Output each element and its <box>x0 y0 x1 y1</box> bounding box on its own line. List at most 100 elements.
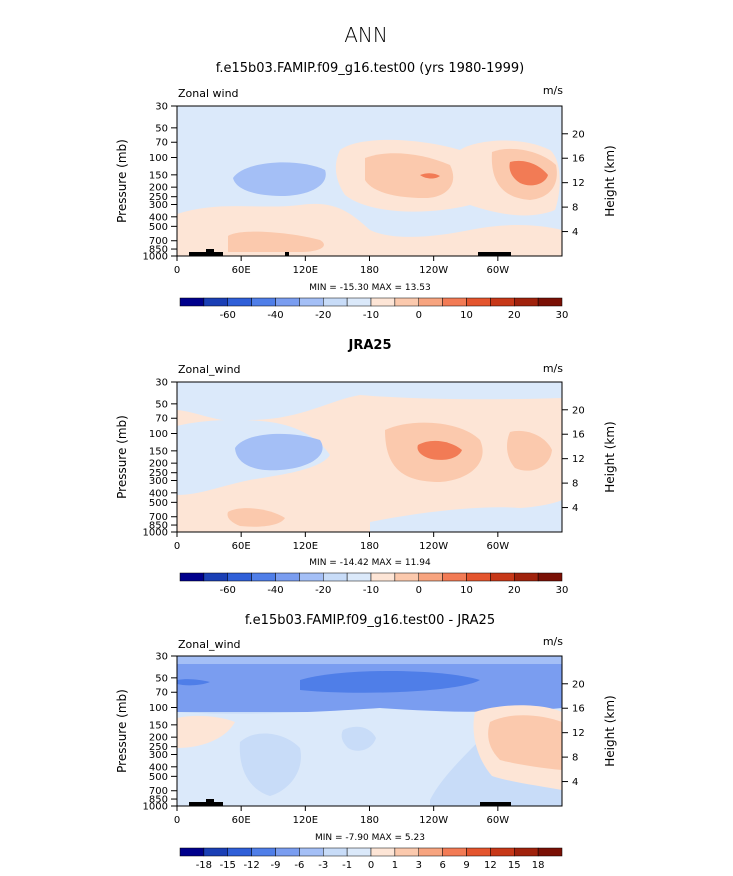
colorbar-tick-label: 3 <box>416 860 422 871</box>
colorbar-swatch <box>323 297 348 307</box>
colorbar-swatch <box>490 847 515 857</box>
y-tick-label: 50 <box>155 673 168 684</box>
colorbar-swatch <box>490 297 515 307</box>
panel-2-field <box>177 382 562 532</box>
x-tick-label: 60E <box>232 815 251 826</box>
region-top-band <box>177 656 562 664</box>
colorbar-tick-label: -12 <box>243 860 259 871</box>
colorbar-swatch <box>227 572 252 582</box>
y2-axis-label: Height (km) <box>603 695 617 766</box>
x-tick-label: 60W <box>487 265 510 276</box>
y-tick-label: 300 <box>149 200 168 211</box>
colorbar-swatch <box>537 572 563 582</box>
colorbar-swatch <box>346 572 372 582</box>
y-tick-label: 400 <box>149 488 168 499</box>
colorbar-tick-label: 10 <box>460 310 473 321</box>
colorbar-swatch <box>299 847 324 857</box>
y-axis-label: Pressure (mb) <box>115 689 129 773</box>
colorbar-swatch <box>466 297 491 307</box>
x-tick-label: 180 <box>360 541 379 552</box>
region-band-core <box>300 671 480 693</box>
region-negative-blob-2 <box>341 726 376 751</box>
colorbar-swatch <box>537 297 563 307</box>
y-tick-label: 300 <box>149 750 168 761</box>
y-tick-label: 1000 <box>143 252 168 263</box>
colorbar-swatch <box>299 297 324 307</box>
y2-tick-label: 8 <box>572 753 578 764</box>
panel-obs: JRA25 Zonal_wind m/s 3050701001502002503… <box>115 338 617 596</box>
y-tick-label: 150 <box>149 446 168 457</box>
colorbar-tick-label: 9 <box>463 860 469 871</box>
topography-andes <box>480 802 511 806</box>
colorbar-swatch <box>251 847 276 857</box>
colorbar-swatch <box>442 847 467 857</box>
y-tick-label: 1000 <box>143 802 168 813</box>
colorbar-swatch <box>346 847 372 857</box>
y-tick-label: 100 <box>149 429 168 440</box>
region-surface-negative <box>370 500 562 532</box>
colorbar-tick-label: 0 <box>416 585 422 596</box>
panel-1-left-label: Zonal wind <box>178 87 239 100</box>
panel-2-minmax: MIN = -14.42 MAX = 11.94 <box>309 558 431 568</box>
panel-3-title: f.e15b03.FAMIP.f09_g16.test00 - JRA25 <box>245 613 495 628</box>
colorbar-swatch <box>251 297 276 307</box>
colorbar-tick-label: 1 <box>392 860 398 871</box>
x-tick-label: 60W <box>487 815 510 826</box>
y-tick-label: 70 <box>155 414 168 425</box>
colorbar-swatch <box>323 572 348 582</box>
colorbar-swatch <box>370 297 396 307</box>
y-tick-label: 850 <box>149 795 168 806</box>
y-tick-label: 250 <box>149 742 168 753</box>
colorbar-swatch <box>466 847 491 857</box>
colorbar-swatch <box>251 572 276 582</box>
colorbar-tick-label: -20 <box>315 310 331 321</box>
y-tick-label: 70 <box>155 138 168 149</box>
y2-tick-label: 16 <box>572 430 585 441</box>
y-tick-label: 400 <box>149 212 168 223</box>
colorbar-tick-label: 30 <box>556 585 569 596</box>
colorbar-tick-label: -18 <box>196 860 212 871</box>
colorbar-swatch <box>418 297 443 307</box>
y-tick-label: 400 <box>149 762 168 773</box>
x-tick-label: 0 <box>174 815 180 826</box>
page-title: ANN <box>344 23 388 47</box>
colorbar-swatch <box>203 572 228 582</box>
region-surface-positive <box>228 231 324 252</box>
colorbar-swatch <box>442 297 467 307</box>
colorbar-tick-label: 10 <box>460 585 473 596</box>
colorbar-swatch <box>275 572 300 582</box>
colorbar-swatch <box>227 297 252 307</box>
topography-peak-1 <box>206 249 214 252</box>
colorbar-tick-label: -15 <box>220 860 236 871</box>
x-tick-label: 120E <box>293 541 318 552</box>
panel-3-field <box>177 656 562 806</box>
colorbar-swatch <box>514 572 539 582</box>
colorbar-tick-label: -20 <box>315 585 331 596</box>
topography-africa <box>189 252 223 256</box>
x-tick-label: 120E <box>293 815 318 826</box>
panel-1-minmax: MIN = -15.30 MAX = 13.53 <box>309 283 430 293</box>
y-tick-label: 500 <box>149 772 168 783</box>
colorbar-tick-label: 20 <box>508 585 521 596</box>
y-tick-label: 1000 <box>143 528 168 539</box>
y2-tick-label: 16 <box>572 154 585 165</box>
colorbar-swatch <box>275 847 300 857</box>
colorbar-tick-label: -1 <box>342 860 352 871</box>
colorbar-swatch <box>227 847 252 857</box>
region-jet-west-10 <box>507 430 552 471</box>
region-jet-east-core <box>420 173 440 179</box>
colorbar-swatch <box>490 572 515 582</box>
panel-3-minmax: MIN = -7.90 MAX = 5.23 <box>315 833 425 843</box>
y-tick-label: 50 <box>155 399 168 410</box>
panel-1-title: f.e15b03.FAMIP.f09_g16.test00 (yrs 1980-… <box>216 61 525 76</box>
y2-tick-label: 12 <box>572 728 585 739</box>
x-tick-label: 180 <box>360 265 379 276</box>
y-tick-label: 700 <box>149 236 168 247</box>
colorbar-tick-label: 12 <box>484 860 497 871</box>
y-tick-label: 100 <box>149 703 168 714</box>
panel-2-units: m/s <box>543 362 563 375</box>
colorbar-swatch <box>442 572 467 582</box>
